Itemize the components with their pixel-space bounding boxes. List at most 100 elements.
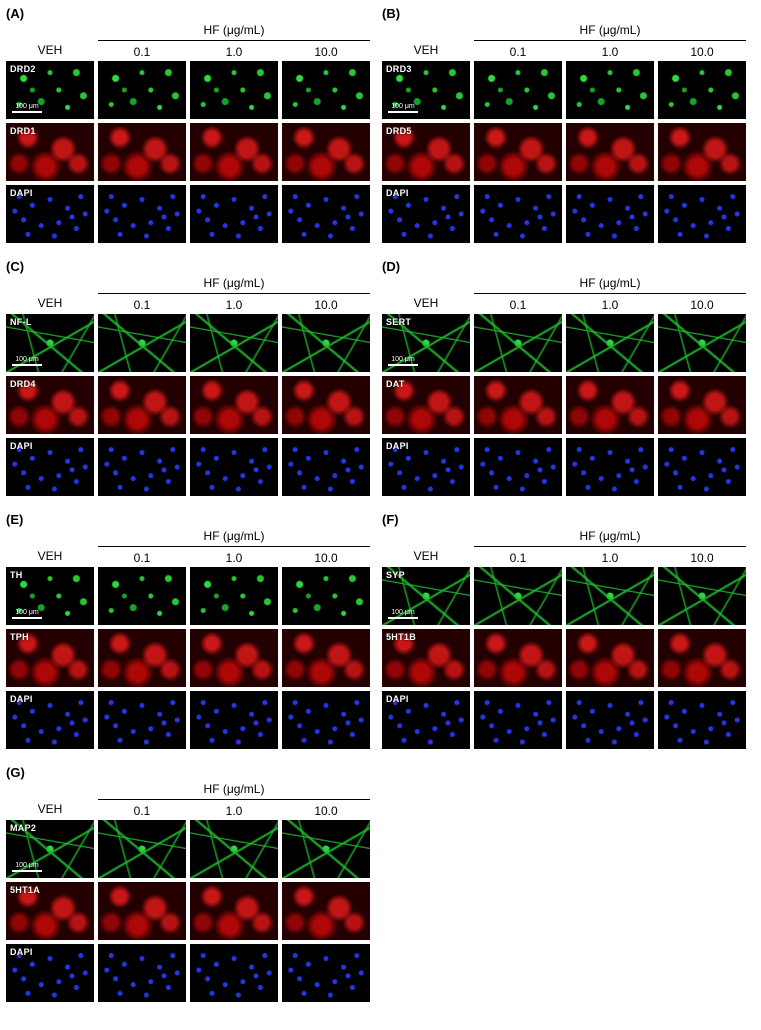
texture bbox=[98, 61, 186, 119]
scale-bar: 100 μm bbox=[388, 356, 418, 366]
micrograph: DAPI bbox=[382, 691, 470, 749]
panel-header: HF (μg/mL) bbox=[6, 529, 370, 547]
image-grid: SYP 100 μm 5HT1B DAPI bbox=[382, 567, 746, 749]
channel-label: DAPI bbox=[10, 694, 33, 704]
micrograph: TH100 μm bbox=[6, 567, 94, 625]
micrograph: DAPI bbox=[6, 944, 94, 1002]
micrograph bbox=[566, 629, 654, 687]
micrograph: SERT100 μm bbox=[382, 314, 470, 372]
texture bbox=[566, 691, 654, 749]
hf-underline bbox=[474, 40, 746, 41]
veh-label: VEH bbox=[6, 802, 94, 818]
texture bbox=[282, 882, 370, 940]
micrograph bbox=[98, 691, 186, 749]
micrograph bbox=[566, 123, 654, 181]
micrograph: DRD4 bbox=[6, 376, 94, 434]
micrograph: DAPI bbox=[382, 438, 470, 496]
micrograph: 5HT1B bbox=[382, 629, 470, 687]
texture bbox=[566, 376, 654, 434]
micrograph: SYP 100 μm bbox=[382, 567, 470, 625]
micrograph bbox=[190, 314, 278, 372]
texture bbox=[282, 944, 370, 1002]
hf-underline bbox=[474, 546, 746, 547]
texture bbox=[98, 820, 186, 878]
texture bbox=[98, 438, 186, 496]
panel-f: (F)HF (μg/mL)VEH0.11.010.0SYP100 μm5HT1B… bbox=[382, 512, 746, 749]
micrograph bbox=[474, 61, 562, 119]
texture bbox=[190, 882, 278, 940]
texture bbox=[98, 123, 186, 181]
panel-row: (C)HF (μg/mL)VEH0.11.010.0NF-L100 μmDRD4… bbox=[6, 259, 755, 496]
dose-label: 0.1 bbox=[474, 45, 562, 59]
hf-header-text: HF (μg/mL) bbox=[204, 276, 265, 290]
hf-header-text: HF (μg/mL) bbox=[204, 23, 265, 37]
figure-root: (A)HF (μg/mL)VEH0.11.010.0DRD2100 μmDRD1… bbox=[0, 0, 761, 1030]
micrograph bbox=[98, 567, 186, 625]
micrograph bbox=[658, 314, 746, 372]
micrograph bbox=[658, 629, 746, 687]
micrograph bbox=[282, 61, 370, 119]
micrograph bbox=[282, 691, 370, 749]
channel-label: DAPI bbox=[386, 441, 409, 451]
dose-label: 0.1 bbox=[98, 551, 186, 565]
channel-label: SYP bbox=[386, 570, 405, 580]
image-grid: SERT100 μmDATDAPI bbox=[382, 314, 746, 496]
hf-header: HF (μg/mL) bbox=[98, 23, 370, 41]
dose-label: 10.0 bbox=[282, 45, 370, 59]
texture bbox=[190, 376, 278, 434]
texture bbox=[282, 376, 370, 434]
texture bbox=[566, 314, 654, 372]
scale-line bbox=[12, 111, 42, 113]
channel-label: DAPI bbox=[386, 694, 409, 704]
micrograph bbox=[190, 629, 278, 687]
channel-label: 5HT1A bbox=[10, 885, 40, 895]
scale-text: 100 μm bbox=[15, 356, 39, 363]
micrograph bbox=[566, 185, 654, 243]
texture bbox=[474, 314, 562, 372]
texture bbox=[98, 691, 186, 749]
hf-header: HF (μg/mL) bbox=[474, 23, 746, 41]
micrograph bbox=[658, 61, 746, 119]
micrograph bbox=[190, 882, 278, 940]
texture bbox=[658, 123, 746, 181]
texture bbox=[98, 882, 186, 940]
micrograph: DRD2100 μm bbox=[6, 61, 94, 119]
hf-header-text: HF (μg/mL) bbox=[580, 23, 641, 37]
scale-bar: 100 μm bbox=[388, 609, 418, 619]
texture bbox=[98, 185, 186, 243]
micrograph bbox=[190, 61, 278, 119]
channel-label: DAPI bbox=[10, 947, 33, 957]
micrograph bbox=[282, 376, 370, 434]
dose-label: 10.0 bbox=[658, 551, 746, 565]
micrograph: NF-L100 μm bbox=[6, 314, 94, 372]
scale-text: 100 μm bbox=[391, 103, 415, 110]
image-grid: DRD3100 μmDRD5DAPI bbox=[382, 61, 746, 243]
texture bbox=[658, 376, 746, 434]
texture bbox=[658, 61, 746, 119]
texture bbox=[282, 567, 370, 625]
micrograph bbox=[98, 314, 186, 372]
channel-label: TPH bbox=[10, 632, 29, 642]
dose-label: 1.0 bbox=[190, 804, 278, 818]
channel-label: DAPI bbox=[386, 188, 409, 198]
hf-underline bbox=[98, 293, 370, 294]
veh-label: VEH bbox=[6, 549, 94, 565]
dose-row: VEH0.11.010.0 bbox=[382, 549, 746, 565]
micrograph bbox=[658, 438, 746, 496]
micrograph bbox=[566, 61, 654, 119]
texture bbox=[98, 944, 186, 1002]
micrograph: 5HT1A bbox=[6, 882, 94, 940]
panel-row: (G)HF (μg/mL)VEH0.11.010.0MAP2100 μm5HT1… bbox=[6, 765, 755, 1002]
scale-bar: 100 μm bbox=[12, 609, 42, 619]
micrograph bbox=[474, 567, 562, 625]
micrograph: DRD1 bbox=[6, 123, 94, 181]
micrograph bbox=[98, 61, 186, 119]
scale-line bbox=[12, 617, 42, 619]
micrograph bbox=[474, 438, 562, 496]
panel-letter: (F) bbox=[382, 512, 746, 527]
texture bbox=[282, 438, 370, 496]
channel-label: DRD4 bbox=[10, 379, 36, 389]
scale-bar: 100 μm bbox=[12, 103, 42, 113]
texture bbox=[282, 61, 370, 119]
channel-label: DRD1 bbox=[10, 126, 36, 136]
